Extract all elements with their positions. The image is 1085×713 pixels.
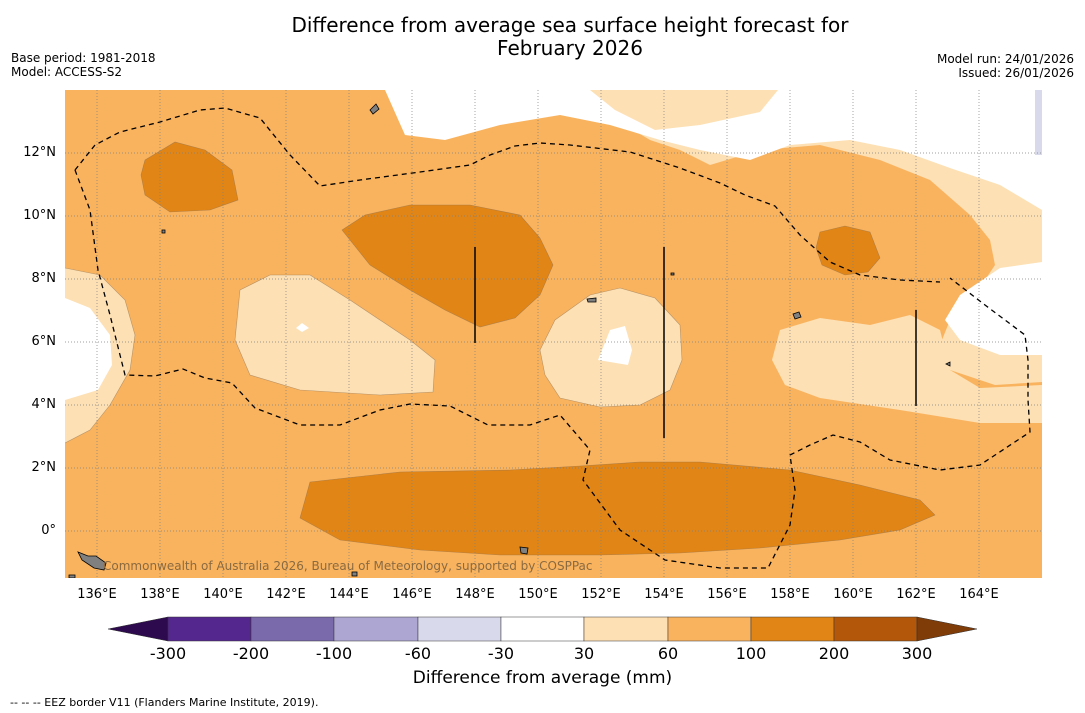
island-png-west bbox=[77, 551, 107, 571]
lon-label-152e: 152°E bbox=[581, 587, 621, 602]
lon-label-142e: 142°E bbox=[266, 587, 306, 602]
island-small-4 bbox=[161, 229, 166, 234]
lon-label-140e: 140°E bbox=[203, 587, 243, 602]
lat-label-12n: 12°N bbox=[23, 145, 56, 160]
eez-border-west bbox=[74, 107, 941, 283]
lon-label-160e: 160°E bbox=[833, 587, 873, 602]
colorbar-seg-1 bbox=[167, 616, 252, 642]
lon-label-136e: 136°E bbox=[77, 587, 117, 602]
colorbar-over bbox=[916, 616, 978, 642]
colorbar-seg-4 bbox=[417, 616, 502, 642]
islands bbox=[68, 103, 951, 578]
colorbar-tick: 100 bbox=[735, 644, 767, 663]
colorbar-tick: -60 bbox=[404, 644, 432, 663]
colorbar bbox=[107, 616, 978, 642]
anomaly-region-below-30-north bbox=[385, 90, 1042, 210]
lon-label-150e: 150°E bbox=[518, 587, 558, 602]
lon-label-144e: 144°E bbox=[329, 587, 369, 602]
colorbar-seg-9 bbox=[833, 616, 918, 642]
model-run-text: Model run: 24/01/2026 bbox=[936, 52, 1074, 66]
lon-label-162e: 162°E bbox=[896, 587, 936, 602]
graticule-lat bbox=[65, 152, 1042, 532]
lon-label-146e: 146°E bbox=[392, 587, 432, 602]
colorbar-seg-3 bbox=[333, 616, 419, 642]
anomaly-region-100-200-center bbox=[342, 205, 553, 327]
lon-label-138e: 138°E bbox=[140, 587, 180, 602]
island-palau bbox=[369, 103, 380, 115]
island-small-2 bbox=[586, 297, 597, 303]
island-small-3 bbox=[945, 361, 951, 367]
colorbar-tick: 30 bbox=[573, 644, 595, 663]
colorbar-tick: 300 bbox=[901, 644, 933, 663]
eez-border-west-lower bbox=[74, 169, 1031, 569]
title-line-2: February 2026 bbox=[497, 36, 643, 60]
colorbar-tick: -100 bbox=[315, 644, 353, 663]
chart-title: Difference from average sea surface heig… bbox=[230, 14, 910, 60]
colorbar-under bbox=[107, 616, 169, 642]
island-small-6 bbox=[351, 571, 358, 577]
issued-text: Issued: 26/01/2026 bbox=[958, 66, 1074, 80]
colorbar-seg-8 bbox=[750, 616, 835, 642]
colorbar-seg-6 bbox=[583, 616, 669, 642]
lon-label-148e: 148°E bbox=[455, 587, 495, 602]
anomaly-region-negative-edge bbox=[1035, 90, 1042, 155]
lon-label-154e: 154°E bbox=[644, 587, 684, 602]
anomaly-region-100-200-south bbox=[300, 462, 935, 555]
colorbar-tick: -30 bbox=[487, 644, 515, 663]
colorbar-tick: 200 bbox=[818, 644, 850, 663]
lat-label-4n: 4°N bbox=[31, 397, 57, 412]
colorbar-seg-7 bbox=[667, 616, 752, 642]
colorbar-tick: -300 bbox=[149, 644, 187, 663]
anomaly-region-below-30-center bbox=[598, 326, 632, 365]
colorbar-seg-5 bbox=[500, 616, 585, 642]
anomaly-region-100-200-west bbox=[141, 142, 238, 212]
eez-legend-text: -- -- -- EEZ border V11 (Flanders Marine… bbox=[10, 696, 319, 709]
base-period-text: Base period: 1981-2018 bbox=[11, 51, 156, 65]
anomaly-region-below-30-small bbox=[296, 323, 309, 332]
eez-borders bbox=[74, 107, 1031, 569]
lon-label-156e: 156°E bbox=[707, 587, 747, 602]
anomaly-region-30-60-center-west bbox=[235, 275, 435, 395]
meta-right: Model run: 24/01/2026 Issued: 26/01/2026 bbox=[937, 52, 1074, 80]
colorbar-seg-2 bbox=[250, 616, 335, 642]
island-pohnpei bbox=[792, 311, 802, 320]
colorbar-tick: 60 bbox=[657, 644, 679, 663]
colorbar-tick: -200 bbox=[232, 644, 270, 663]
lat-label-2n: 2°N bbox=[31, 460, 57, 475]
lat-label-0: 0° bbox=[41, 523, 56, 538]
meta-left: Base period: 1981-2018 Model: ACCESS-S2 bbox=[11, 51, 156, 79]
copyright-text: Commonwealth of Australia 2026, Bureau o… bbox=[103, 559, 593, 573]
anomaly-region-below-30-west bbox=[65, 298, 112, 400]
colorbar-title: Difference from average (mm) bbox=[412, 668, 673, 688]
island-small-7 bbox=[68, 574, 76, 578]
model-text: Model: ACCESS-S2 bbox=[11, 65, 123, 79]
map-area: Commonwealth of Australia 2026, Bureau o… bbox=[65, 90, 1042, 578]
lat-label-8n: 8°N bbox=[31, 271, 57, 286]
lat-label-10n: 10°N bbox=[23, 208, 56, 223]
section-lines bbox=[474, 247, 917, 438]
lon-label-164e: 164°E bbox=[959, 587, 999, 602]
lat-label-6n: 6°N bbox=[31, 334, 57, 349]
island-small-5 bbox=[670, 272, 675, 276]
anomaly-region-below-30-east bbox=[945, 262, 1042, 355]
title-line-1: Difference from average sea surface heig… bbox=[291, 13, 849, 37]
island-small-1 bbox=[519, 546, 529, 555]
lon-label-158e: 158°E bbox=[770, 587, 810, 602]
